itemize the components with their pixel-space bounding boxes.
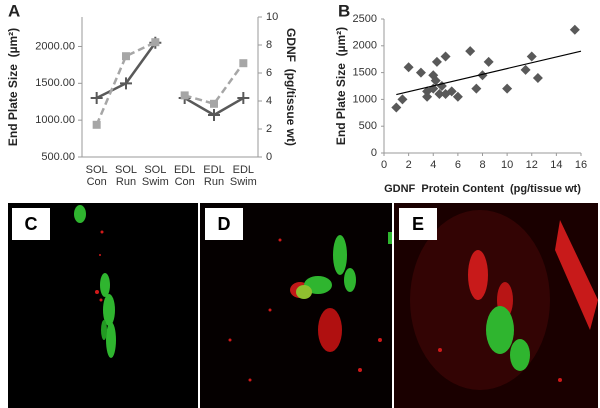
label-box [205,208,243,240]
x-tick-label: SOL Con [85,164,108,188]
point [422,91,433,102]
label-box [399,208,437,240]
y-tick-label: 2000 [353,40,377,52]
y-tick-label: 1500 [353,67,377,79]
y-tick-label: 2000.00 [35,40,75,52]
point [391,102,402,113]
series-line [184,62,245,106]
x-tick-label: EDL Con [173,164,196,188]
x-tick-label: 6 [455,159,461,171]
x-tick-label: 12 [526,159,538,171]
point [431,56,442,67]
point [532,72,543,83]
point [434,89,445,100]
x-tick-label: 8 [479,159,485,171]
point [415,67,426,78]
panel-label: D [218,214,231,234]
y2-tick-label: 6 [266,67,272,79]
x-tick-label: EDL Swim [229,164,257,188]
x-tick-label: 4 [430,159,436,171]
point [569,24,580,35]
y-tick-label: 1500.00 [35,77,75,89]
x-tick-label: 0 [381,159,387,171]
series-line [95,41,156,126]
x-tick-label: 16 [575,159,587,171]
point [446,86,457,97]
panel-label: E [412,214,424,234]
point [440,51,451,62]
x-tick-label: 10 [501,159,513,171]
point [483,56,494,67]
y-tick-label: 500.00 [41,151,75,163]
series-line [96,42,157,100]
point [180,91,189,100]
point [210,99,218,108]
point [90,92,103,105]
y-tick-label: 1000 [353,93,377,105]
point [526,51,537,62]
panel-label: B [338,1,350,20]
trendline [396,50,582,96]
label-box [12,208,50,240]
y-tick-label: 1000.00 [35,114,75,126]
y2-tick-label: 4 [266,95,272,107]
point [239,59,248,68]
point [477,70,488,81]
y2-tick-label: 10 [266,11,278,23]
y-tick-label: 2500 [353,13,377,25]
y-axis-title: End Plate Size (µm²) [334,27,348,145]
point [520,64,531,75]
y-tick-label: 0 [371,147,377,159]
point [502,83,513,94]
y2-axis-title: GDNF (pg/tissue wt) [284,28,298,146]
point [208,109,220,121]
x-tick-label: SOL Run [114,164,137,188]
x-tick-label: EDL Run [203,164,225,188]
point [465,46,476,57]
point [403,62,414,73]
point [151,38,160,47]
point [122,52,130,61]
panel-label: A [8,1,20,20]
point [120,77,132,90]
point [452,91,463,102]
panel-label: C [25,214,38,234]
micrograph-e [394,203,598,408]
x-axis-title: GDNF Protein Content (pg/tissue wt) [384,183,581,195]
point [92,120,101,129]
y-axis-title: End Plate Size (µm²) [6,28,20,146]
point [237,92,250,105]
point [397,94,408,105]
y2-tick-label: 0 [266,151,272,163]
y-tick-label: 500 [359,120,377,132]
y2-tick-label: 8 [266,39,272,51]
point [471,83,482,94]
x-tick-label: 2 [406,159,412,171]
y2-tick-label: 2 [266,123,272,135]
point [430,75,441,86]
x-tick-label: SOL Swim [141,164,169,188]
x-tick-label: 14 [550,159,562,171]
